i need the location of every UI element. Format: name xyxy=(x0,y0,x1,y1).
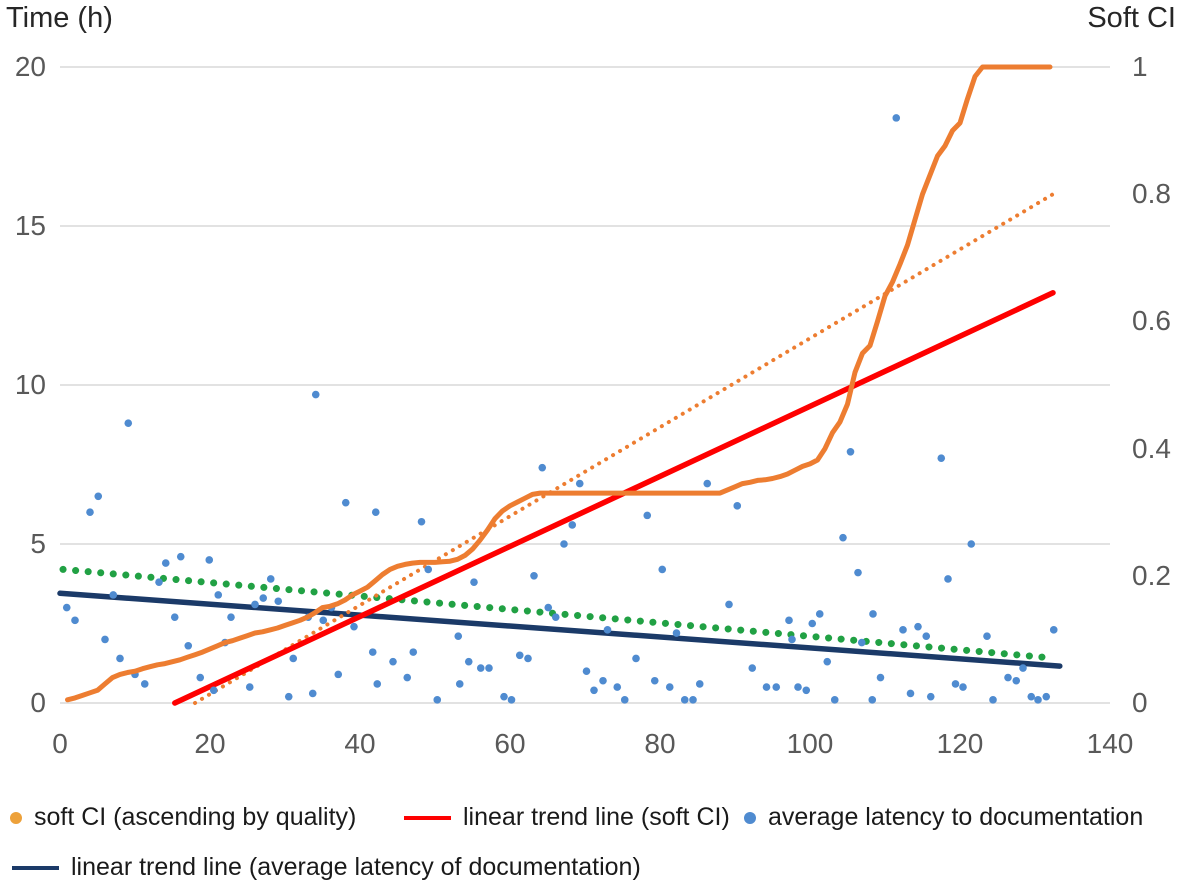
latency-dot-icon xyxy=(744,811,756,824)
right-axis-title: Soft CI xyxy=(1087,2,1176,34)
legend-label: soft CI (ascending by quality) xyxy=(34,803,357,831)
legend-item-avg-latency[interactable]: average latency to documentation xyxy=(744,803,1143,832)
left-tick-10: 10 xyxy=(14,369,46,400)
right-tick-0-8: 0.8 xyxy=(1132,178,1171,209)
red-trend-line-icon xyxy=(404,815,451,820)
left-tick-15: 15 xyxy=(14,210,46,241)
left-axis-title: Time (h) xyxy=(6,2,113,34)
x-tick-80: 80 xyxy=(644,728,676,759)
left-tick-5: 5 xyxy=(30,528,46,559)
x-tick-120: 120 xyxy=(936,728,984,759)
soft-ci-dot-icon xyxy=(10,811,22,824)
right-tick-0-6: 0.6 xyxy=(1132,305,1171,336)
legend-item-trend-latency[interactable]: linear trend line (average latency of do… xyxy=(12,853,641,881)
right-tick-0: 0 xyxy=(1132,687,1148,718)
right-tick-0-4: 0.4 xyxy=(1132,433,1171,464)
legend-item-trend-soft-ci[interactable]: linear trend line (soft CI) xyxy=(404,803,730,832)
legend-label: linear trend line (soft CI) xyxy=(463,803,730,831)
x-tick-40: 40 xyxy=(344,728,376,759)
right-tick-1: 1 xyxy=(1132,51,1148,82)
left-tick-20: 20 xyxy=(14,51,46,82)
x-tick-20: 20 xyxy=(194,728,226,759)
x-tick-60: 60 xyxy=(494,728,526,759)
x-tick-100: 100 xyxy=(786,728,834,759)
x-tick-140: 140 xyxy=(1086,728,1134,759)
navy-trend-line-icon xyxy=(12,865,59,870)
left-tick-0: 0 xyxy=(30,687,46,718)
x-tick-0: 0 xyxy=(52,728,68,759)
legend-item-soft-ci[interactable]: soft CI (ascending by quality) xyxy=(10,803,356,832)
right-tick-0-2: 0.2 xyxy=(1132,560,1171,591)
legend-label: linear trend line (average latency of do… xyxy=(71,853,641,881)
legend-label: average latency to documentation xyxy=(768,803,1144,831)
